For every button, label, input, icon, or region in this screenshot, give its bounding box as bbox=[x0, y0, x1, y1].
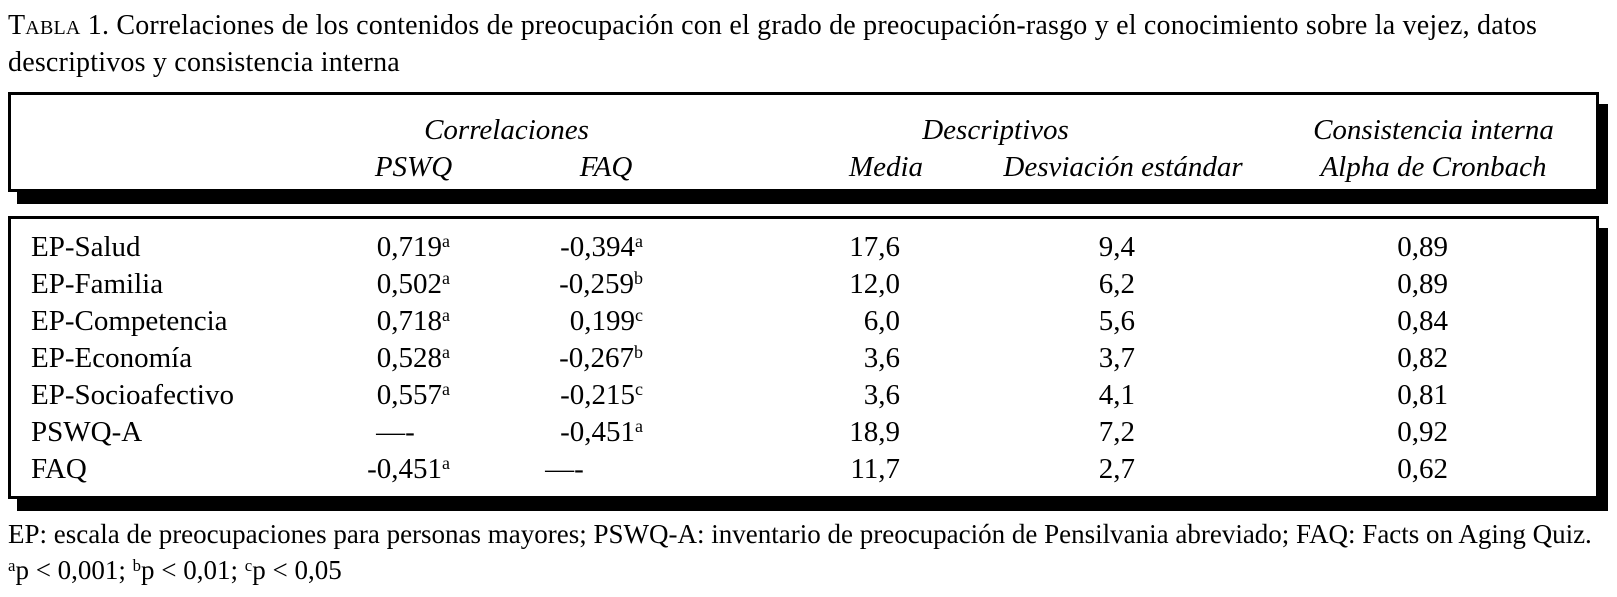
cell-pswq: -0,451a bbox=[367, 452, 450, 485]
cell-desviacion: 5,6 bbox=[1098, 304, 1135, 337]
cell-media: 11,7 bbox=[850, 452, 900, 485]
cell-pswq: 0,528a bbox=[376, 341, 450, 374]
column-header-pswq: PSWQ bbox=[374, 151, 453, 184]
table-row: EP-Competencia 0,718a 0,199c 6,0 5,6 0,8… bbox=[11, 303, 1596, 340]
cell-faq: -0,394a bbox=[560, 230, 643, 263]
column-header-desviacion: Desviación estándar bbox=[1003, 151, 1243, 184]
cell-alpha: 0,62 bbox=[1397, 452, 1448, 485]
row-label: EP-Socioafectivo bbox=[31, 378, 234, 411]
cell-faq: -0,451a bbox=[560, 415, 643, 448]
cell-faq-empty: —- bbox=[545, 452, 584, 485]
significance-superscript: a bbox=[442, 453, 450, 474]
table-caption-text: Correlaciones de los contenidos de preoc… bbox=[8, 10, 1538, 78]
cell-media: 12,0 bbox=[849, 267, 900, 300]
row-label: EP-Familia bbox=[31, 267, 164, 300]
table-number-label: Tabla 1. bbox=[8, 10, 110, 41]
table-row: EP-Salud 0,719a -0,394a 17,6 9,4 0,89 bbox=[11, 219, 1596, 266]
significance-superscript: b bbox=[634, 342, 643, 363]
table-row: EP-Familia 0,502a -0,259b 12,0 6,2 0,89 bbox=[11, 266, 1596, 303]
table-row: FAQ -0,451a —- 11,7 2,7 0,62 bbox=[11, 451, 1596, 496]
cell-pswq: 0,718a bbox=[376, 304, 450, 337]
column-header-alpha: Alpha de Cronbach bbox=[1320, 151, 1547, 184]
significance-superscript: a bbox=[442, 379, 450, 400]
cell-alpha: 0,81 bbox=[1397, 378, 1448, 411]
cell-desviacion: 9,4 bbox=[1098, 230, 1135, 263]
group-header-consistencia: Consistencia interna bbox=[1313, 113, 1554, 146]
row-label: EP-Salud bbox=[31, 230, 141, 263]
cell-faq: -0,259b bbox=[559, 267, 643, 300]
significance-superscript: c bbox=[635, 305, 643, 326]
group-header-descriptivos: Descriptivos bbox=[922, 113, 1069, 146]
cell-media: 3,6 bbox=[863, 378, 900, 411]
header-table: Correlaciones Descriptivos Consistencia … bbox=[11, 95, 1596, 189]
group-header-row: Correlaciones Descriptivos Consistencia … bbox=[11, 95, 1596, 147]
cell-media: 17,6 bbox=[849, 230, 900, 263]
cell-desviacion: 2,7 bbox=[1098, 452, 1135, 485]
cell-pswq: 0,502a bbox=[376, 267, 450, 300]
table-row: EP-Socioafectivo 0,557a -0,215c 3,6 4,1 … bbox=[11, 377, 1596, 414]
table-row: EP-Economía 0,528a -0,267b 3,6 3,7 0,82 bbox=[11, 340, 1596, 377]
cell-media: 3,6 bbox=[863, 341, 900, 374]
significance-superscript: c bbox=[635, 379, 643, 400]
cell-pswq-empty: —- bbox=[376, 415, 415, 448]
spacer-cell bbox=[11, 95, 341, 147]
significance-superscript: a bbox=[442, 268, 450, 289]
significance-superscript: b bbox=[634, 268, 643, 289]
cell-desviacion: 4,1 bbox=[1098, 378, 1135, 411]
cell-desviacion: 6,2 bbox=[1098, 267, 1135, 300]
column-header-row: PSWQ FAQ Media Desviación estándar Alpha… bbox=[11, 147, 1596, 189]
row-label: EP-Economía bbox=[31, 341, 193, 374]
group-header-correlaciones: Correlaciones bbox=[424, 113, 589, 146]
row-label: FAQ bbox=[31, 452, 87, 485]
cell-alpha: 0,84 bbox=[1397, 304, 1448, 337]
significance-note: ap < 0,001; bp < 0,01; cp < 0,05 bbox=[8, 555, 342, 586]
cell-media: 18,9 bbox=[849, 415, 900, 448]
column-header-faq: FAQ bbox=[579, 151, 633, 184]
significance-superscript: a bbox=[635, 231, 643, 252]
cell-faq: 0,199c bbox=[569, 304, 643, 337]
table-caption: Tabla 1. Correlaciones de los contenidos… bbox=[8, 8, 1603, 82]
row-label: PSWQ-A bbox=[31, 415, 143, 448]
column-header-media: Media bbox=[848, 151, 924, 184]
significance-superscript: b bbox=[132, 556, 142, 576]
cell-alpha: 0,89 bbox=[1397, 267, 1448, 300]
cell-pswq: 0,557a bbox=[376, 378, 450, 411]
cell-desviacion: 3,7 bbox=[1098, 341, 1135, 374]
spacer-cell bbox=[11, 147, 341, 189]
cell-pswq: 0,719a bbox=[376, 230, 450, 263]
cell-desviacion: 7,2 bbox=[1098, 415, 1135, 448]
significance-superscript: a bbox=[442, 305, 450, 326]
cell-media: 6,0 bbox=[863, 304, 900, 337]
significance-superscript: a bbox=[442, 231, 450, 252]
significance-superscript: a bbox=[442, 342, 450, 363]
cell-alpha: 0,82 bbox=[1397, 341, 1448, 374]
significance-superscript: a bbox=[8, 556, 16, 576]
cell-alpha: 0,89 bbox=[1397, 230, 1448, 263]
table-footnotes: EP: escala de preocupaciones para person… bbox=[8, 517, 1603, 588]
table-header-box: Correlaciones Descriptivos Consistencia … bbox=[8, 91, 1599, 192]
table-body-box: EP-Salud 0,719a -0,394a 17,6 9,4 0,89 EP… bbox=[8, 215, 1599, 499]
cell-faq: -0,215c bbox=[560, 378, 643, 411]
row-label: EP-Competencia bbox=[31, 304, 228, 337]
significance-superscript: a bbox=[635, 416, 643, 437]
significance-superscript: c bbox=[244, 556, 253, 576]
body-table: EP-Salud 0,719a -0,394a 17,6 9,4 0,89 EP… bbox=[11, 219, 1596, 496]
table-row: PSWQ-A —- -0,451a 18,9 7,2 0,92 bbox=[11, 414, 1596, 451]
cell-faq: -0,267b bbox=[559, 341, 643, 374]
cell-alpha: 0,92 bbox=[1397, 415, 1448, 448]
abbreviations-note: EP: escala de preocupaciones para person… bbox=[8, 518, 1592, 549]
